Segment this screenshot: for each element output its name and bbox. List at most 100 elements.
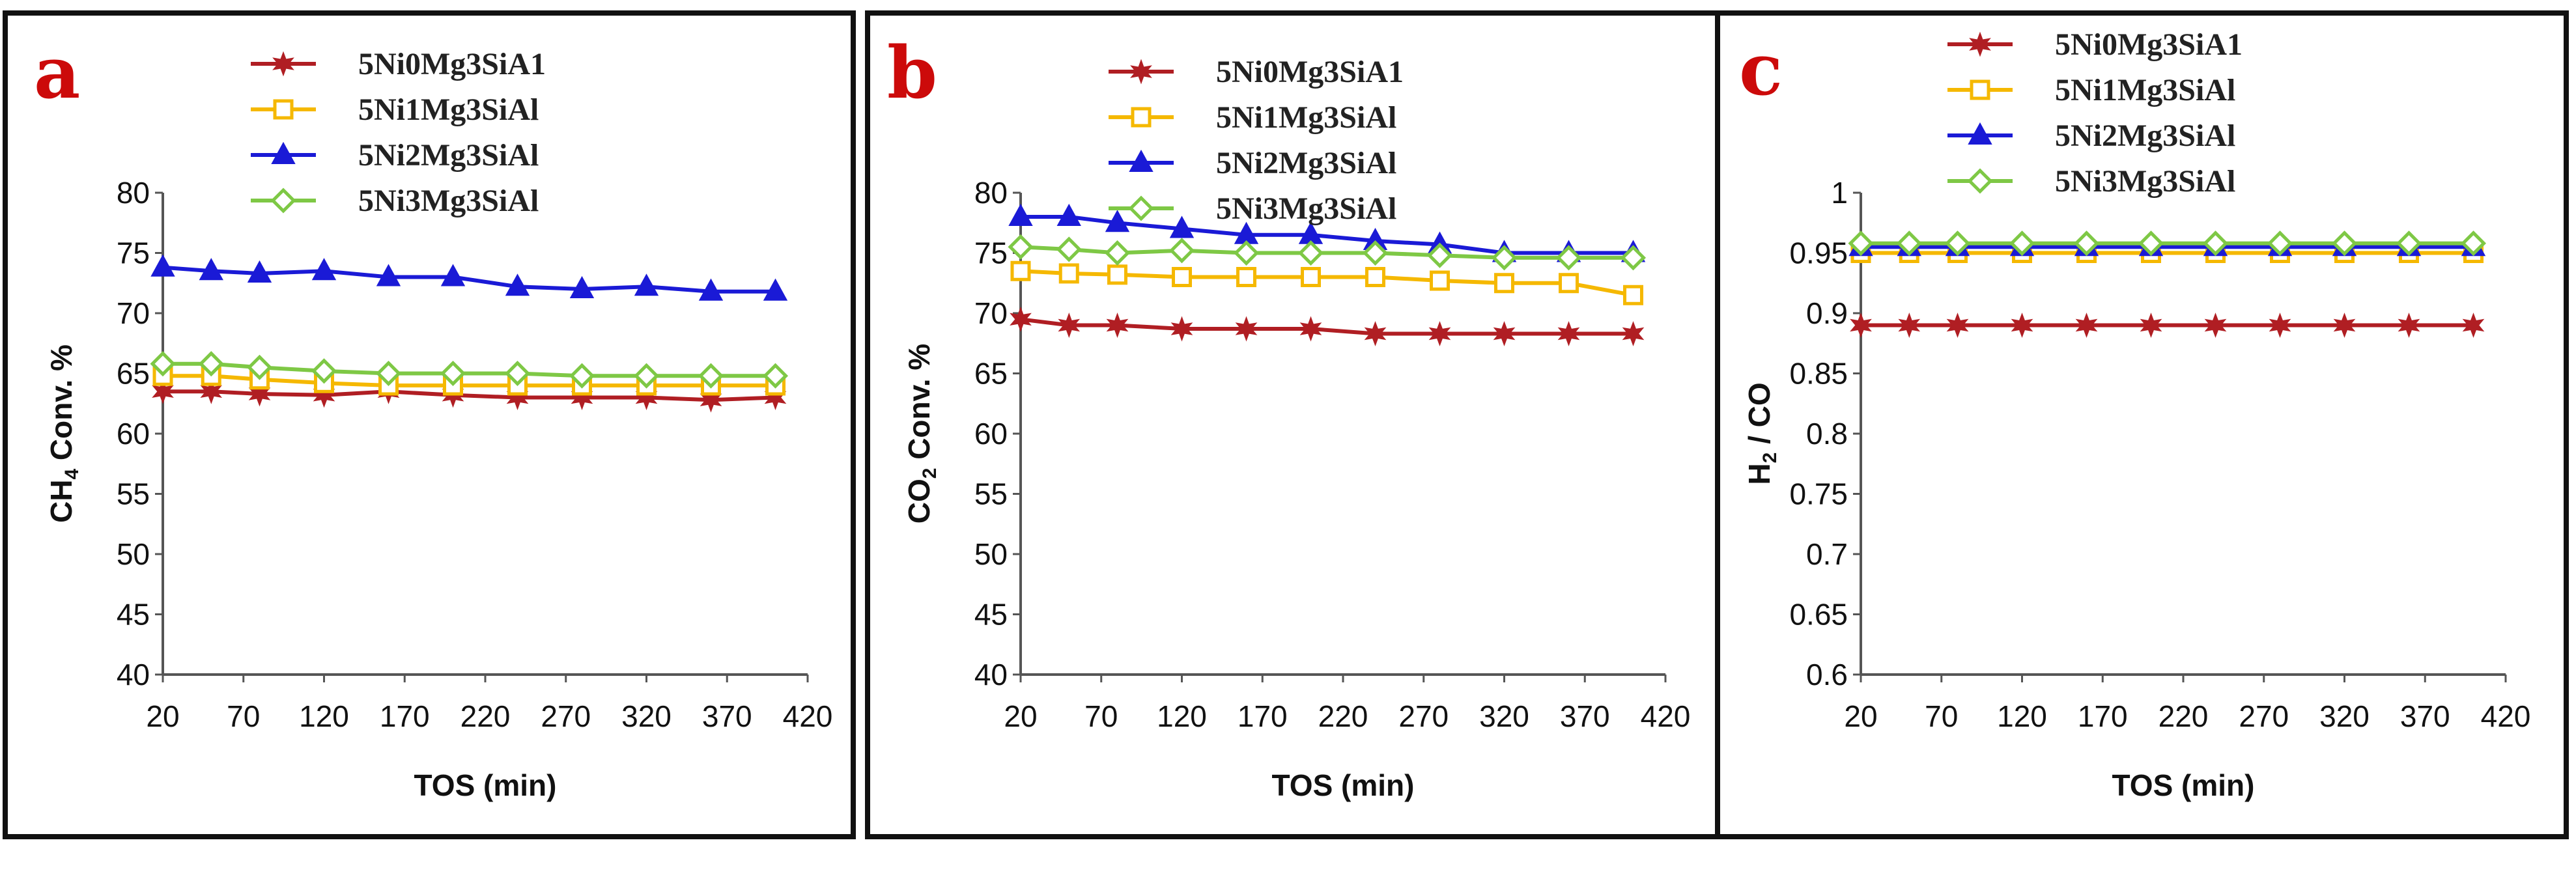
data-point-0-7 <box>1428 321 1451 346</box>
legend-label-1: 5Ni1Mg3SiAl <box>1216 100 1396 135</box>
panel-frame <box>865 10 1743 839</box>
x-tick-label: 420 <box>2481 699 2531 733</box>
y-tick-label: 0.85 <box>1789 357 1848 391</box>
y-tick-label: 50 <box>117 537 150 571</box>
data-point-0-8 <box>1493 321 1516 346</box>
y-tick-label: 65 <box>117 357 150 391</box>
data-point-2-0 <box>150 254 175 277</box>
x-tick-label: 270 <box>541 699 591 733</box>
data-point-3-10 <box>1620 245 1647 271</box>
y-tick-label: 45 <box>117 598 150 632</box>
data-point-3-8 <box>2331 230 2358 257</box>
y-tick-label: 75 <box>117 236 150 270</box>
data-point-1-0 <box>1010 260 1031 281</box>
data-point-0-6 <box>506 385 529 410</box>
y-tick-label: 50 <box>974 537 1008 571</box>
y-tick-label: 80 <box>117 176 150 210</box>
data-point-0-1 <box>1058 313 1081 338</box>
data-point-3-3 <box>311 358 337 384</box>
legend-label-0: 5Ni0Mg3SiA1 <box>1216 55 1404 89</box>
x-tick-label: 320 <box>621 699 672 733</box>
data-point-3-3 <box>1168 238 1195 264</box>
data-point-0-7 <box>571 385 593 410</box>
x-tick-label: 220 <box>2158 699 2209 733</box>
legend-marker-0 <box>1130 59 1152 85</box>
x-tick-label: 20 <box>1004 699 1037 733</box>
data-point-0-1 <box>200 378 223 404</box>
data-point-3-2 <box>1104 240 1131 266</box>
data-point-2-6 <box>505 273 530 296</box>
data-point-0-10 <box>2462 313 2485 338</box>
legend-label-3: 5Ni3Mg3SiAl <box>358 184 539 218</box>
y-tick-label: 0.8 <box>1806 417 1848 451</box>
legend-marker-1 <box>1970 79 1990 100</box>
data-point-0-2 <box>1106 313 1129 338</box>
data-point-1-8 <box>1494 273 1514 294</box>
data-point-0-3 <box>2011 313 2033 338</box>
data-point-3-4 <box>1233 240 1260 266</box>
x-tick-label: 70 <box>1925 699 1958 733</box>
data-point-0-0 <box>152 378 174 404</box>
x-tick-label: 370 <box>2400 699 2450 733</box>
y-tick-label: 0.65 <box>1789 598 1848 632</box>
data-point-2-9 <box>698 278 724 301</box>
data-point-3-1 <box>198 351 224 377</box>
data-point-3-9 <box>698 363 724 389</box>
y-tick-label: 1 <box>1831 176 1848 210</box>
y-axis-title: CH4 Conv. % <box>44 344 83 523</box>
data-point-3-4 <box>375 360 402 387</box>
y-tick-label: 80 <box>974 176 1008 210</box>
data-point-2-2 <box>1105 210 1130 232</box>
data-point-0-6 <box>2204 313 2227 338</box>
data-point-2-1 <box>1056 203 1081 226</box>
y-tick-label: 75 <box>974 236 1008 270</box>
data-point-2-5 <box>440 264 466 286</box>
legend-marker-3 <box>1967 168 1993 194</box>
legend-label-1: 5Ni1Mg3SiAl <box>358 92 539 127</box>
data-point-3-6 <box>2202 230 2229 257</box>
data-point-0-5 <box>1299 316 1322 342</box>
y-tick-label: 60 <box>117 417 150 451</box>
data-point-3-1 <box>1896 230 1922 257</box>
data-point-2-2 <box>247 260 272 283</box>
data-point-2-3 <box>311 258 337 281</box>
y-tick-label: 70 <box>974 296 1008 330</box>
data-point-0-4 <box>1235 316 1258 342</box>
legend-label-3: 5Ni3Mg3SiAl <box>1216 191 1396 226</box>
x-tick-label: 270 <box>2239 699 2289 733</box>
data-point-3-3 <box>2009 230 2035 257</box>
data-point-3-9 <box>2396 230 2422 257</box>
x-tick-label: 20 <box>1844 699 1877 733</box>
y-tick-label: 0.6 <box>1806 658 1848 691</box>
y-tick-label: 55 <box>974 477 1008 511</box>
y-tick-label: 0.95 <box>1789 236 1848 270</box>
data-point-3-2 <box>1944 230 1971 257</box>
data-point-3-9 <box>1555 245 1582 271</box>
data-point-1-4 <box>1236 267 1256 287</box>
legend-label-2: 5Ni2Mg3SiAl <box>2055 119 2235 153</box>
x-tick-label: 120 <box>1157 699 1207 733</box>
data-point-1-1 <box>1058 263 1079 284</box>
data-point-3-5 <box>440 360 466 387</box>
data-point-3-5 <box>1297 240 1324 266</box>
data-point-1-7 <box>1430 270 1450 291</box>
x-tick-label: 420 <box>783 699 833 733</box>
data-point-2-4 <box>376 264 401 286</box>
legend-marker-0 <box>272 51 294 77</box>
data-point-1-5 <box>1301 267 1321 287</box>
legend-label-0: 5Ni0Mg3SiA1 <box>358 47 546 81</box>
data-point-3-7 <box>2267 230 2293 257</box>
data-point-2-1 <box>199 258 223 281</box>
x-tick-label: 20 <box>146 699 179 733</box>
panel-b: b 40 45 50 55 60 65 70 75 80 20 70 120 170 220 270 320 37… <box>865 10 1743 839</box>
y-tick-label: 40 <box>117 658 150 691</box>
data-point-3-0 <box>150 351 176 377</box>
y-axis-title: CO2 Conv. % <box>902 344 941 524</box>
legend-marker-2 <box>1968 122 1992 145</box>
y-tick-label: 70 <box>117 296 150 330</box>
panel-a: a 40 45 50 55 60 65 70 75 80 20 70 120 170 220 270 320 37… <box>3 10 856 839</box>
legend-marker-2 <box>271 141 296 164</box>
data-point-2-7 <box>569 275 595 298</box>
x-tick-label: 370 <box>702 699 752 733</box>
